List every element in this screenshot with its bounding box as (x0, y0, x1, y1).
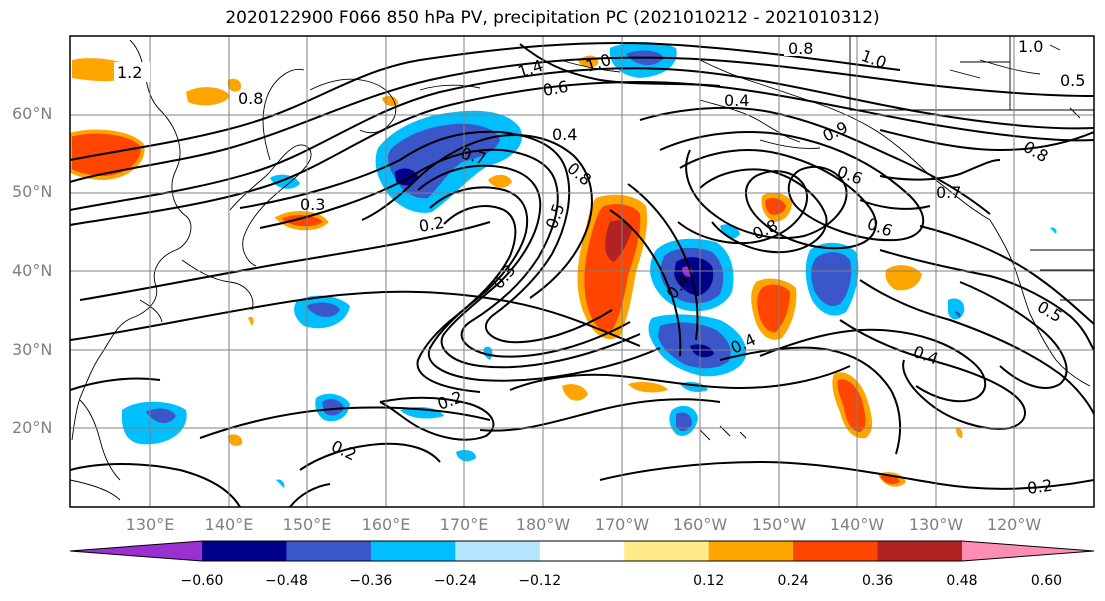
graticule (70, 36, 1094, 507)
colorbar-tick-label: 0.48 (946, 573, 978, 589)
colorbar-tick-label: 0.24 (777, 573, 809, 589)
colorbar-tick-label: 0.60 (1030, 573, 1063, 589)
colorbar (69, 540, 1095, 562)
lon-label: 120°W (986, 515, 1042, 534)
contour-label: 0.4 (552, 125, 577, 144)
lon-label: 130°W (908, 515, 964, 534)
colorbar-segment (455, 541, 541, 561)
lat-label-20: 20°N (12, 418, 53, 437)
lat-label-40: 40°N (12, 261, 53, 280)
contour-label: 0.7 (936, 183, 961, 202)
lon-label: 140°E (204, 515, 254, 534)
lat-label-60: 60°N (12, 104, 53, 123)
lat-label-30: 30°N (12, 340, 53, 359)
colorbar-tick-label: −0.12 (518, 573, 562, 589)
lon-label: 180°W (515, 515, 571, 534)
colorbar-segment (624, 541, 710, 561)
contour-label: 0.6 (541, 77, 569, 100)
contour-label: 0.4 (724, 91, 749, 110)
colorbar-segment (539, 541, 625, 561)
lon-label: 130°E (125, 515, 175, 534)
colorbar-segment (793, 541, 879, 561)
colorbar-extend-high (962, 541, 1094, 561)
colorbar-segment (286, 541, 372, 561)
contour-label: 0.2 (417, 213, 445, 236)
contour-label: 0.2 (1026, 476, 1054, 498)
lon-label: 170°E (439, 515, 489, 534)
map-area: 1.2 1.4 1.0 0.6 0.8 0.8 1.0 1.0 0.5 0.4 … (70, 36, 1094, 507)
lon-label: 160°W (672, 515, 728, 534)
colorbar-extend-low (70, 541, 202, 561)
colorbar-tick-label: −0.24 (433, 573, 477, 589)
contour-label: 1.2 (117, 63, 142, 82)
contour-label: 0.8 (788, 39, 813, 58)
lon-label: 170°W (594, 515, 650, 534)
colorbar-outline (69, 540, 1095, 562)
colorbar-tick-label: −0.60 (180, 573, 224, 589)
colorbar-tick-label: −0.48 (264, 573, 308, 589)
coastlines (70, 36, 1094, 501)
colorbar-tick-label: 0.36 (861, 573, 894, 589)
lat-label-50: 50°N (12, 182, 53, 201)
colorbar-segment (708, 541, 794, 561)
pv-contours (70, 41, 1094, 507)
lon-label: 150°W (751, 515, 807, 534)
colorbar-tick-label: 0.12 (693, 573, 725, 589)
lon-label: 140°W (829, 515, 885, 534)
contour-label: 0.3 (300, 195, 325, 214)
colorbar-segment (877, 541, 963, 561)
map-frame (69, 35, 1095, 508)
map-title: 2020122900 F066 850 hPa PV, precipitatio… (225, 8, 880, 28)
contour-label: 0.5 (1060, 71, 1085, 90)
colorbar-segment (370, 541, 456, 561)
lon-label: 160°E (361, 515, 411, 534)
contour-label: 0.8 (238, 89, 263, 108)
lon-label: 150°E (282, 515, 332, 534)
colorbar-tick-label: −0.36 (349, 573, 393, 589)
contour-label: 1.0 (1018, 37, 1043, 56)
colorbar-segment (202, 541, 287, 561)
